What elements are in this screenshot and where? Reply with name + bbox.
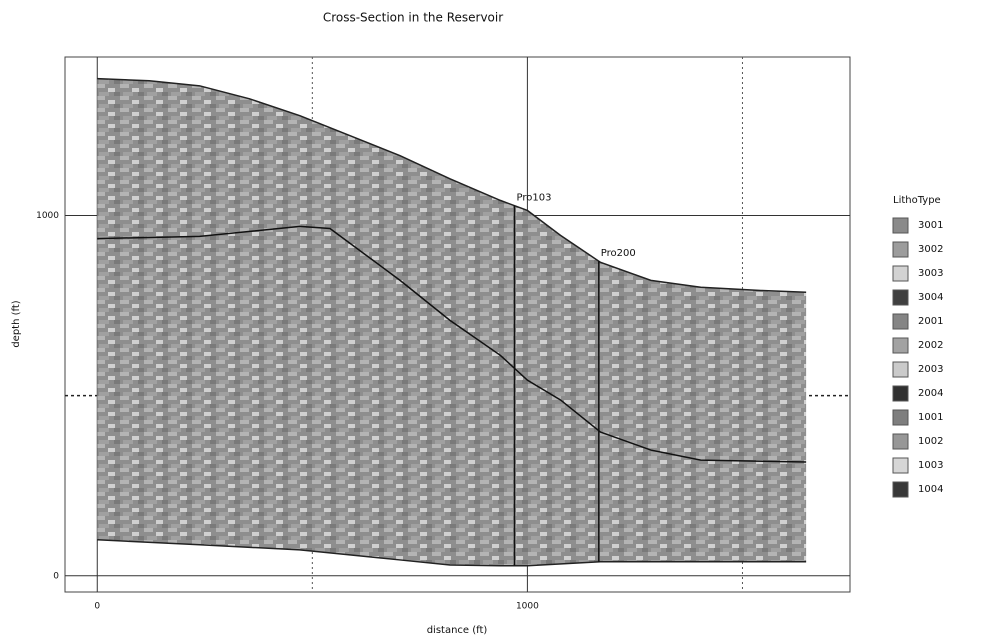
legend-swatch <box>892 289 909 306</box>
legend-label: 1001 <box>918 412 943 423</box>
legend-label: 2002 <box>918 340 943 351</box>
x-tick-label: 1000 <box>516 602 539 612</box>
legend-swatch <box>892 361 909 378</box>
legend-swatch <box>892 313 909 330</box>
legend-label: 3002 <box>918 244 943 255</box>
legend-title: LithoType <box>893 195 941 206</box>
surface-line <box>97 77 807 294</box>
legend-swatch <box>892 457 909 474</box>
legend-label: 3003 <box>918 268 943 279</box>
legend-swatch <box>892 265 909 282</box>
y-tick-label: 1000 <box>36 211 59 221</box>
legend-swatch <box>892 217 909 234</box>
legend-label: 2001 <box>918 316 943 327</box>
surface-line <box>97 539 807 567</box>
surface-line <box>97 225 807 463</box>
legend-label: 1004 <box>918 484 943 495</box>
legend-swatch <box>892 481 909 498</box>
legend-swatch <box>892 337 909 354</box>
legend-label: 1003 <box>918 460 943 471</box>
x-tick-label: 0 <box>94 602 100 612</box>
legend-label: 3004 <box>918 292 943 303</box>
y-tick-label: 0 <box>53 571 59 581</box>
well-label: Pro103 <box>516 193 551 204</box>
legend-label: 2003 <box>918 364 943 375</box>
legend-swatch <box>892 433 909 450</box>
x-axis-label: distance (ft) <box>427 625 488 636</box>
legend-label: 1002 <box>918 436 943 447</box>
legend-swatch <box>892 241 909 258</box>
legend-swatch <box>892 385 909 402</box>
chart-title: Cross-Section in the Reservoir <box>323 11 503 25</box>
legend-label: 3001 <box>918 220 943 231</box>
y-axis-label: depth (ft) <box>11 300 22 347</box>
plot-frame <box>64 56 851 593</box>
legend-label: 2004 <box>918 388 943 399</box>
legend-swatch <box>892 409 909 426</box>
well-label: Pro200 <box>601 248 636 259</box>
